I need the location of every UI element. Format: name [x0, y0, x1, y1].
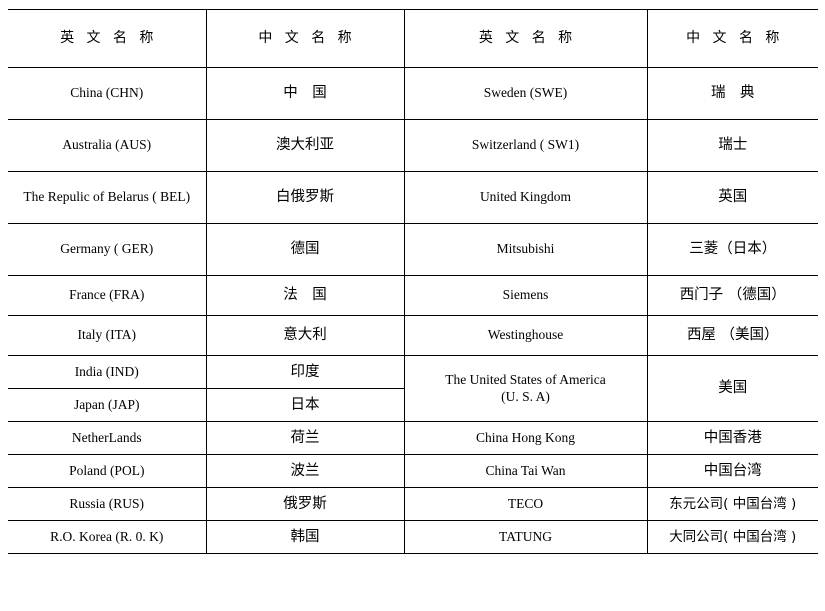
table-row: Poland (POL) 波兰 China Tai Wan 中国台湾	[8, 454, 818, 488]
cell-chinese-right: 西屋 （美国）	[646, 315, 818, 356]
cell-english-left: Italy (ITA)	[8, 315, 207, 356]
cell-english-right: TECO	[403, 487, 648, 521]
table-row: NetherLands 荷兰 China Hong Kong 中国香港	[8, 421, 818, 455]
usa-line-2: (U. S. A)	[501, 388, 550, 404]
table-row: R.O. Korea (R. 0. K) 韩国 TATUNG 大同公司( 中国台…	[8, 520, 818, 554]
cell-english-left: R.O. Korea (R. 0. K)	[8, 520, 207, 554]
cell-english-left: Japan (JAP)	[8, 388, 207, 422]
header-chinese-left: 中 文 名 称	[205, 9, 405, 68]
usa-line-1: The United States of America	[445, 371, 606, 387]
table-row: India (IND) 印度 The United States of Amer…	[8, 355, 818, 422]
table-header-row: 英 文 名 称 中 文 名 称 英 文 名 称 中 文 名 称	[8, 9, 818, 68]
table-row: Germany ( GER) 德国 Mitsubishi 三菱（日本）	[8, 223, 818, 276]
cell-chinese-right: 中国香港	[646, 421, 818, 455]
cell-chinese-left: 印度	[205, 355, 405, 389]
cell-chinese-left: 德国	[205, 223, 405, 276]
cell-english-right-usa: The United States of America (U. S. A)	[403, 355, 648, 422]
cell-chinese-left: 法 国	[205, 275, 405, 316]
cell-chinese-right: 瑞 典	[646, 67, 818, 120]
cell-chinese-right-usa: 美国	[646, 355, 818, 422]
header-chinese-right: 中 文 名 称	[646, 9, 818, 68]
cell-chinese-right: 中国台湾	[646, 454, 818, 488]
cell-chinese-left: 俄罗斯	[205, 487, 405, 521]
cell-english-left: Russia (RUS)	[8, 487, 207, 521]
cell-english-right: Sweden (SWE)	[403, 67, 648, 120]
cell-english-left: The Repulic of Belarus ( BEL)	[8, 171, 207, 224]
cell-english-right: Mitsubishi	[403, 223, 648, 276]
cell-chinese-left: 韩国	[205, 520, 405, 554]
cell-chinese-right: 三菱（日本）	[646, 223, 818, 276]
table-row: China (CHN) 中 国 Sweden (SWE) 瑞 典	[8, 67, 818, 120]
country-name-table: 英 文 名 称 中 文 名 称 英 文 名 称 中 文 名 称 China (C…	[8, 9, 818, 554]
cell-chinese-right: 西门子 （德国）	[646, 275, 818, 316]
cell-english-right: TATUNG	[403, 520, 648, 554]
cell-english-left: Poland (POL)	[8, 454, 207, 488]
cell-english-right: China Tai Wan	[403, 454, 648, 488]
cell-english-right: United Kingdom	[403, 171, 648, 224]
cell-chinese-left: 中 国	[205, 67, 405, 120]
cell-chinese-right: 东元公司( 中国台湾 )	[646, 487, 818, 521]
cell-english-left: France (FRA)	[8, 275, 207, 316]
cell-english-left: Australia (AUS)	[8, 119, 207, 172]
cell-english-left: NetherLands	[8, 421, 207, 455]
cell-chinese-left: 澳大利亚	[205, 119, 405, 172]
cell-english-left: Germany ( GER)	[8, 223, 207, 276]
table-row: Australia (AUS) 澳大利亚 Switzerland ( SW1) …	[8, 119, 818, 172]
header-english-left: 英 文 名 称	[8, 9, 207, 68]
cell-chinese-right: 英国	[646, 171, 818, 224]
cell-english-right: China Hong Kong	[403, 421, 648, 455]
cell-chinese-right: 瑞士	[646, 119, 818, 172]
table-row: The Repulic of Belarus ( BEL) 白俄罗斯 Unite…	[8, 171, 818, 224]
cell-english-right: Westinghouse	[403, 315, 648, 356]
cell-chinese-left: 荷兰	[205, 421, 405, 455]
header-english-right: 英 文 名 称	[403, 9, 648, 68]
table-row: Russia (RUS) 俄罗斯 TECO 东元公司( 中国台湾 )	[8, 487, 818, 521]
cell-english-left: India (IND)	[8, 355, 207, 389]
cell-english-left: China (CHN)	[8, 67, 207, 120]
cell-chinese-left: 波兰	[205, 454, 405, 488]
cell-english-right: Siemens	[403, 275, 648, 316]
cell-chinese-left: 意大利	[205, 315, 405, 356]
cell-english-right: Switzerland ( SW1)	[403, 119, 648, 172]
table-row: Italy (ITA) 意大利 Westinghouse 西屋 （美国）	[8, 315, 818, 356]
table-row: France (FRA) 法 国 Siemens 西门子 （德国）	[8, 275, 818, 316]
cell-chinese-left: 白俄罗斯	[205, 171, 405, 224]
table-row: Japan (JAP) 日本	[8, 388, 818, 422]
cell-chinese-left: 日本	[205, 388, 405, 422]
cell-chinese-right: 大同公司( 中国台湾 )	[646, 520, 818, 554]
